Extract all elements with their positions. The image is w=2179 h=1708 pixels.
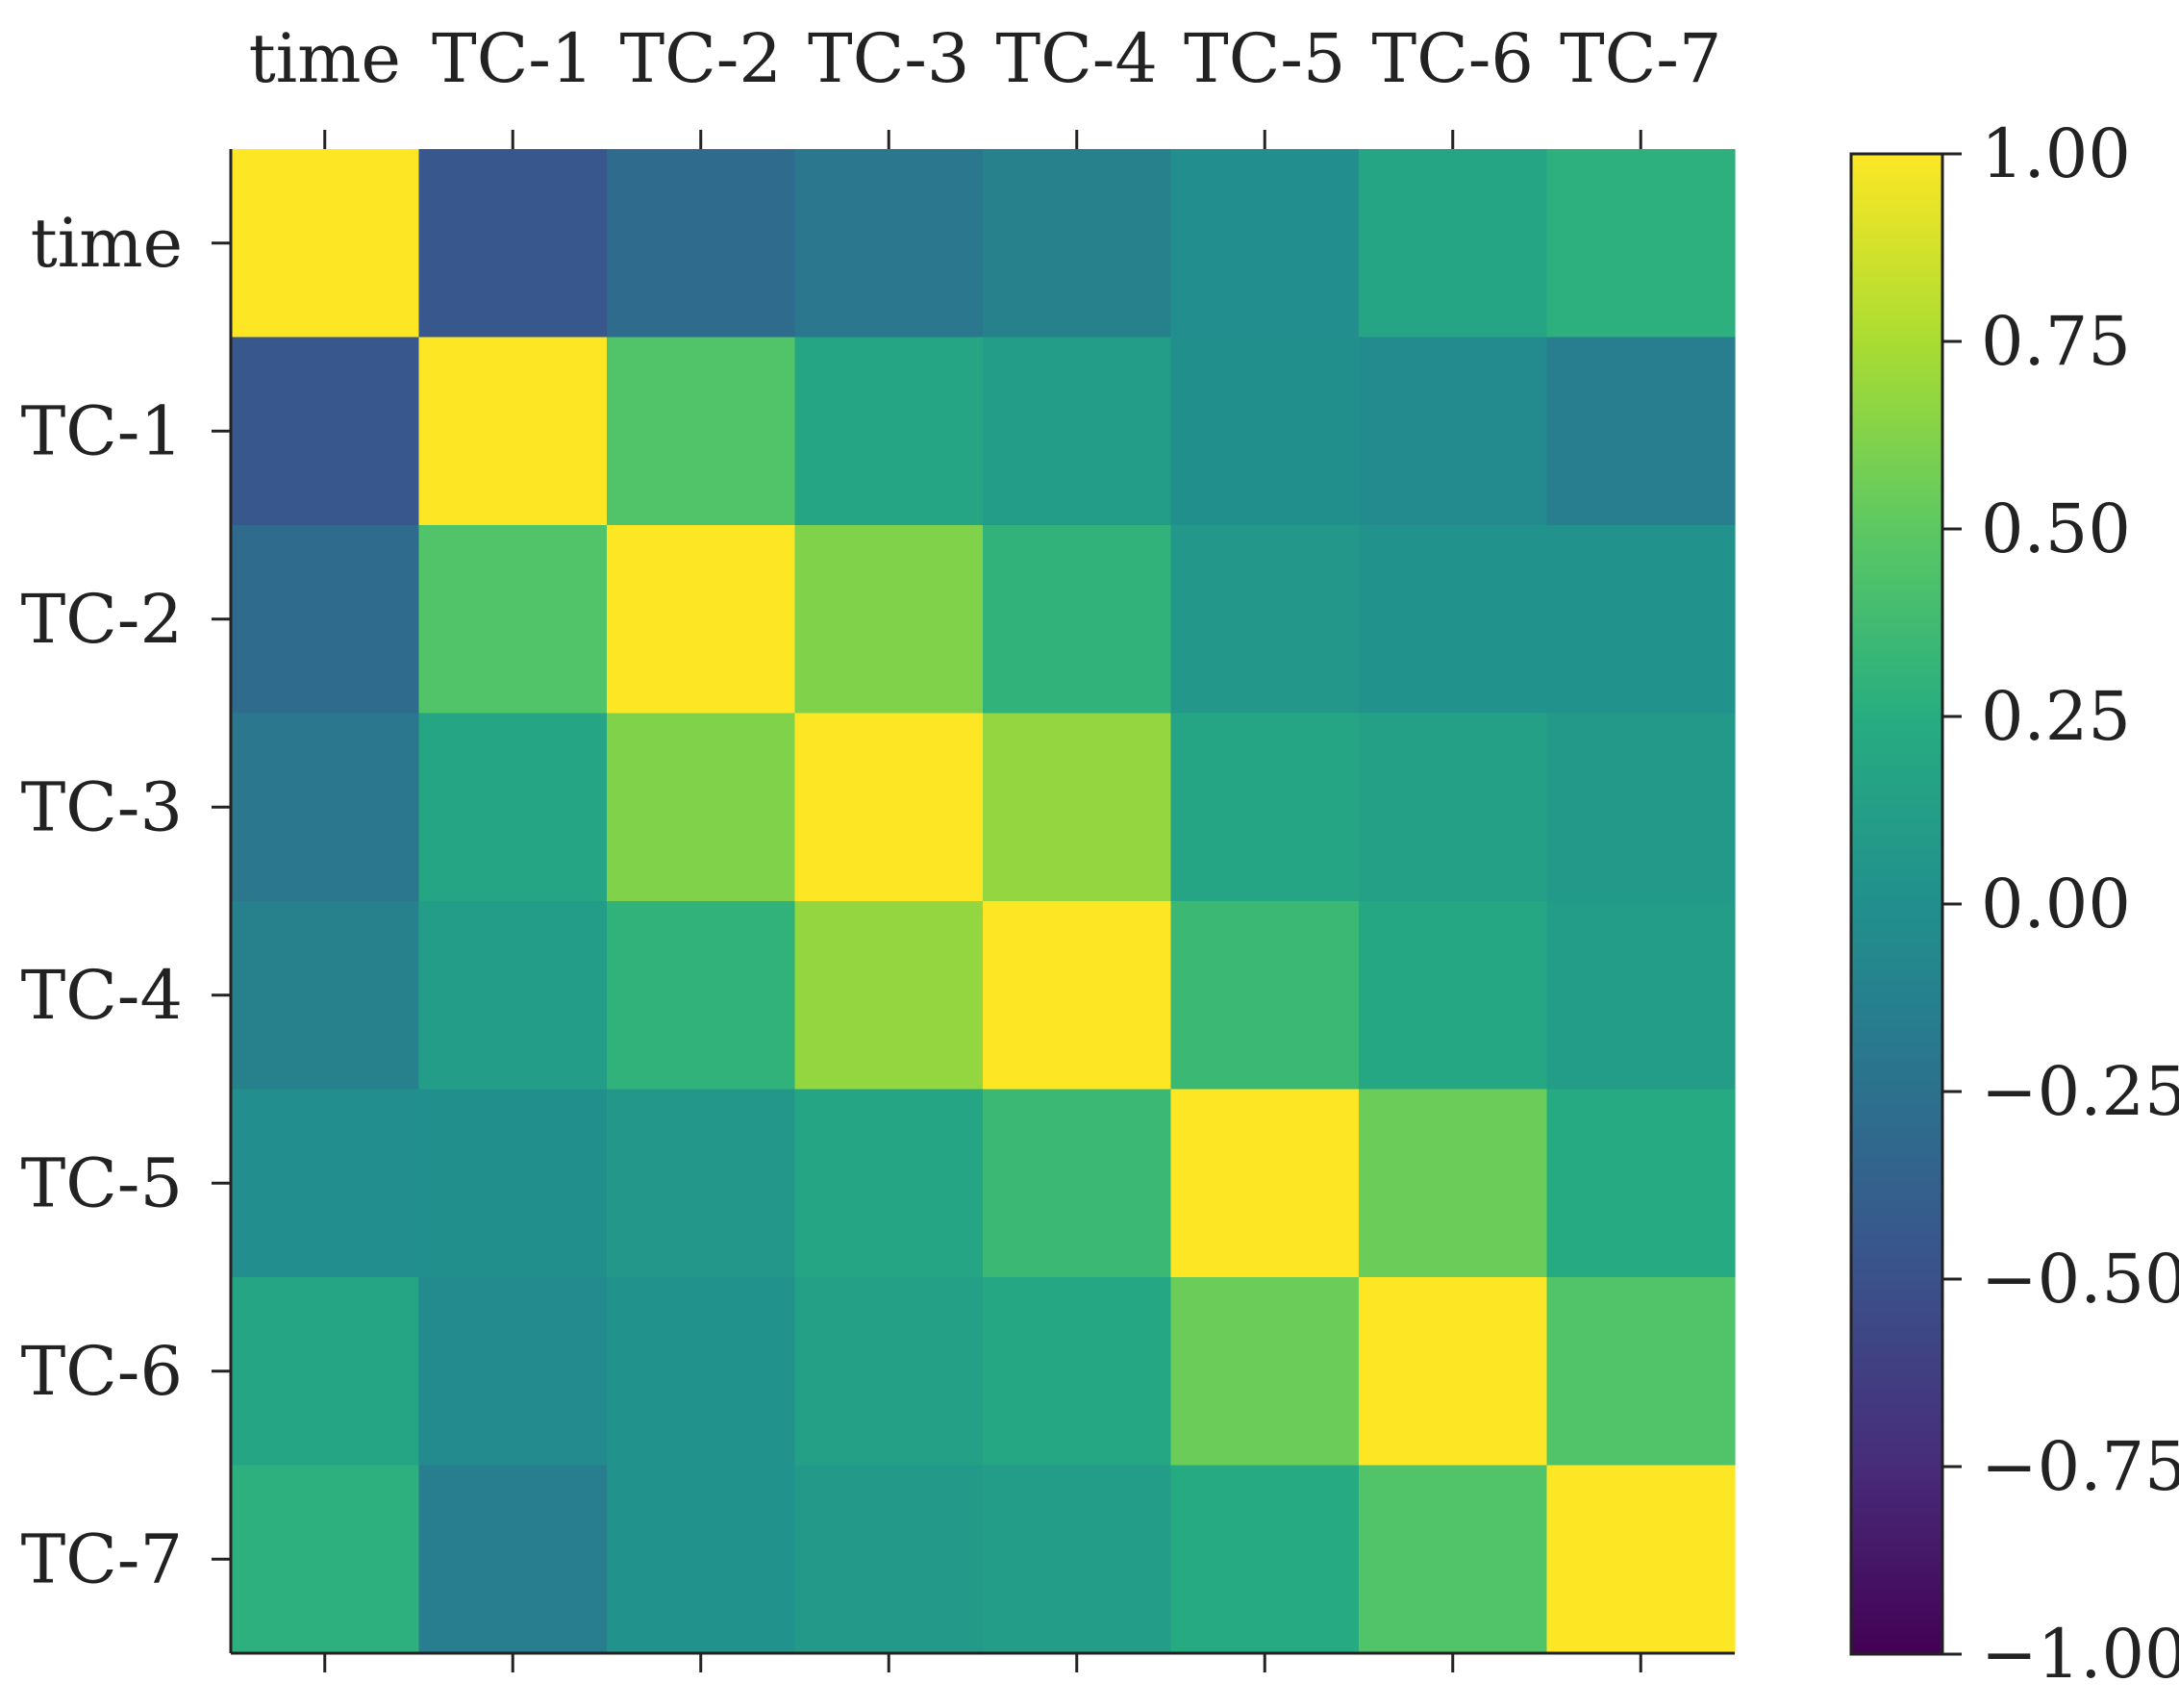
x-axis-bottom-ticks <box>323 1653 1642 1672</box>
colorbar-gradient <box>1849 152 1944 1656</box>
heatmap-cell-TC-6-time <box>231 1277 420 1467</box>
colorbar-tick-label: 0.00 <box>1981 865 2131 943</box>
heatmap-cell-TC-2-TC-2 <box>607 525 796 715</box>
heatmap-cell-TC-5-TC-5 <box>1170 1089 1360 1278</box>
heatmap-cell-TC-1-TC-7 <box>1546 337 1736 526</box>
y-tick-label: TC-6 <box>21 1332 183 1411</box>
x-tick-label: TC-1 <box>432 19 593 98</box>
heatmap-cell-time-TC-6 <box>1359 149 1548 339</box>
heatmap-cell-TC-1-TC-1 <box>418 337 608 526</box>
colorbar-tick-label: 0.50 <box>1981 490 2131 568</box>
y-tick-label: TC-4 <box>21 956 183 1035</box>
heatmap-cell-TC-2-TC-4 <box>983 525 1172 715</box>
heatmap-cell-TC-7-TC-3 <box>794 1465 984 1654</box>
heatmap-cell-TC-6-TC-5 <box>1170 1277 1360 1467</box>
heatmap-cell-TC-7-time <box>231 1465 420 1654</box>
heatmap-cell-TC-7-TC-1 <box>418 1465 608 1654</box>
heatmap-cell-TC-2-time <box>231 525 420 715</box>
x-axis-top: time TC-1 TC-2 TC-3 TC-4 TC-5 TC-6 TC-7 <box>249 19 1721 149</box>
heatmap-cell-TC-3-time <box>231 713 420 902</box>
y-tick-label: TC-5 <box>21 1143 183 1222</box>
heatmap-cell-TC-5-TC-7 <box>1546 1089 1736 1278</box>
colorbar-tick-label: −0.75 <box>1981 1427 2179 1506</box>
y-tick-label: TC-2 <box>21 580 183 659</box>
heatmap-cell-TC-4-TC-7 <box>1546 901 1736 1091</box>
axis-spines <box>229 149 1735 1655</box>
x-tick-label: time <box>249 19 401 98</box>
heatmap-cell-TC-6-TC-4 <box>983 1277 1172 1467</box>
heatmap-cell-TC-5-TC-1 <box>418 1089 608 1278</box>
x-tick-label: TC-4 <box>996 19 1158 98</box>
heatmap-cell-TC-3-TC-1 <box>418 713 608 902</box>
heatmap-cell-TC-6-TC-2 <box>607 1277 796 1467</box>
heatmap-cell-TC-5-TC-2 <box>607 1089 796 1278</box>
x-tick-label: TC-7 <box>1560 19 1721 98</box>
heatmap-cell-time-TC-2 <box>607 149 796 339</box>
heatmap-cell-TC-5-TC-4 <box>983 1089 1172 1278</box>
y-tick-label: TC-1 <box>21 391 183 470</box>
heatmap-cell-TC-5-TC-3 <box>794 1089 984 1278</box>
heatmap-cell-TC-1-TC-2 <box>607 337 796 526</box>
heatmap-cell-TC-6-TC-7 <box>1546 1277 1736 1467</box>
heatmap-cell-TC-7-TC-6 <box>1359 1465 1548 1654</box>
heatmap-cell-TC-1-time <box>231 337 420 526</box>
heatmap-cell-TC-2-TC-1 <box>418 525 608 715</box>
heatmap-cell-time-TC-7 <box>1546 149 1736 339</box>
colorbar-tick-label: 0.75 <box>1981 302 2131 381</box>
heatmap-cell-time-time <box>231 149 420 339</box>
heatmap-cell-TC-6-TC-1 <box>418 1277 608 1467</box>
heatmap-cell-TC-3-TC-6 <box>1359 713 1548 902</box>
heatmap-cell-TC-2-TC-5 <box>1170 525 1360 715</box>
y-axis: time TC-1 TC-2 TC-3 TC-4 TC-5 TC-6 TC-7 <box>21 204 231 1598</box>
colorbar-tick-label: 1.00 <box>1981 114 2131 193</box>
heatmap-cell-TC-5-time <box>231 1089 420 1278</box>
heatmap-cell-time-TC-3 <box>794 149 984 339</box>
heatmap-cell-TC-2-TC-7 <box>1546 525 1736 715</box>
heatmap-cell-time-TC-4 <box>983 149 1172 339</box>
y-tick-label: time <box>31 204 183 283</box>
heatmap-cell-TC-4-TC-4 <box>983 901 1172 1091</box>
x-tick-label: TC-5 <box>1184 19 1345 98</box>
colorbar-tick-label: −1.00 <box>1981 1615 2179 1694</box>
colorbar: 1.00 0.75 0.50 0.25 0.00 −0.25 −0.50 −0.75 −1.00 <box>1849 114 2179 1694</box>
heatmap-cell-TC-4-TC-2 <box>607 901 796 1091</box>
heatmap-cell-TC-2-TC-6 <box>1359 525 1548 715</box>
heatmap-cell-TC-7-TC-7 <box>1546 1465 1736 1654</box>
y-tick-label: TC-7 <box>21 1520 183 1598</box>
heatmap-cell-TC-3-TC-3 <box>794 713 984 902</box>
heatmap-cell-TC-4-time <box>231 901 420 1091</box>
heatmap-cells <box>231 149 1736 1654</box>
x-tick-label: TC-2 <box>620 19 782 98</box>
colorbar-tick-label: −0.50 <box>1981 1240 2179 1319</box>
heatmap-cell-TC-5-TC-6 <box>1359 1089 1548 1278</box>
y-tick-label: TC-3 <box>21 767 183 846</box>
heatmap-cell-TC-4-TC-6 <box>1359 901 1548 1091</box>
x-tick-label: TC-6 <box>1372 19 1534 98</box>
heatmap-cell-TC-2-TC-3 <box>794 525 984 715</box>
heatmap-cell-TC-3-TC-4 <box>983 713 1172 902</box>
heatmap-cell-time-TC-5 <box>1170 149 1360 339</box>
heatmap-cell-TC-1-TC-4 <box>983 337 1172 526</box>
heatmap-cell-TC-4-TC-1 <box>418 901 608 1091</box>
heatmap-cell-TC-6-TC-3 <box>794 1277 984 1467</box>
colorbar-tick-label: −0.25 <box>1981 1052 2179 1131</box>
heatmap-cell-TC-4-TC-5 <box>1170 901 1360 1091</box>
heatmap-cell-TC-3-TC-5 <box>1170 713 1360 902</box>
heatmap-cell-TC-6-TC-6 <box>1359 1277 1548 1467</box>
heatmap-cell-time-TC-1 <box>418 149 608 339</box>
x-tick-label: TC-3 <box>808 19 969 98</box>
heatmap-cell-TC-1-TC-5 <box>1170 337 1360 526</box>
heatmap-cell-TC-7-TC-2 <box>607 1465 796 1654</box>
heatmap-cell-TC-7-TC-5 <box>1170 1465 1360 1654</box>
colorbar-tick-label: 0.25 <box>1981 677 2131 756</box>
heatmap-cell-TC-4-TC-3 <box>794 901 984 1091</box>
heatmap-cell-TC-7-TC-4 <box>983 1465 1172 1654</box>
heatmap-cell-TC-3-TC-2 <box>607 713 796 902</box>
heatmap-cell-TC-3-TC-7 <box>1546 713 1736 902</box>
heatmap-cell-TC-1-TC-3 <box>794 337 984 526</box>
heatmap-cell-TC-1-TC-6 <box>1359 337 1548 526</box>
